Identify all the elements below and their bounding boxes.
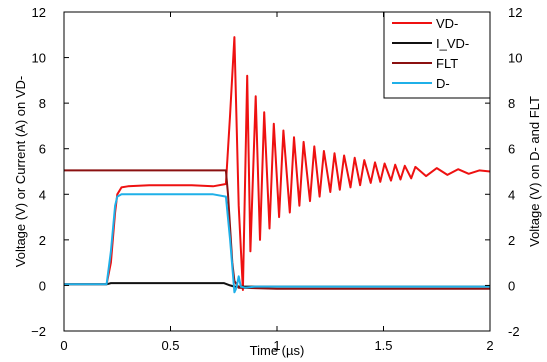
series-line-flt xyxy=(64,169,490,290)
y-axis-label-left: Voltage (V) or Current (A) on VD- xyxy=(13,76,28,267)
y-tick-label-left: 4 xyxy=(39,187,46,202)
y-tick-label-right: 0 xyxy=(508,278,515,293)
y-tick-label-right: 10 xyxy=(508,51,522,66)
x-tick-label: 1 xyxy=(273,338,280,353)
series-line-vd- xyxy=(64,36,491,291)
legend-label: FLT xyxy=(436,56,458,71)
y-tick-label-right: 4 xyxy=(508,187,515,202)
y-tick-label-left: 12 xyxy=(32,5,46,20)
y-tick-label-left: 6 xyxy=(39,142,46,157)
legend: VD- I_VD- FLT D- xyxy=(383,11,491,99)
y-tick-label-right: 12 xyxy=(508,5,522,20)
y-tick-label-left: 10 xyxy=(32,51,46,66)
y-tick-label-left: 2 xyxy=(39,233,46,248)
plot-lines xyxy=(64,36,491,294)
series-line-d- xyxy=(64,193,490,294)
y-tick-label-right: 2 xyxy=(508,233,515,248)
x-tick-label: 1.5 xyxy=(374,338,392,353)
y-tick-label-right: -2 xyxy=(508,324,520,339)
legend-label: VD- xyxy=(436,16,458,31)
x-axis-label: Time (µs) xyxy=(250,343,305,358)
y-axis-label-right: Voltage (V) on D- and FLT xyxy=(527,96,542,247)
y-tick-label-right: 6 xyxy=(508,142,515,157)
x-tick-label: 0.5 xyxy=(161,338,179,353)
legend-label: D- xyxy=(436,76,450,91)
x-tick-label: 2 xyxy=(486,338,493,353)
y-tick-label-left: −2 xyxy=(31,324,46,339)
legend-label: I_VD- xyxy=(436,36,469,51)
x-tick-label: 0 xyxy=(60,338,67,353)
y-tick-label-right: 8 xyxy=(508,96,515,111)
y-tick-label-left: 8 xyxy=(39,96,46,111)
y-tick-label-left: 0 xyxy=(39,278,46,293)
ticks: 0 0.5 1 1.5 2 −2 -2 0 0 2 2 4 4 6 6 8 8 10 10 12 12 xyxy=(31,5,522,353)
